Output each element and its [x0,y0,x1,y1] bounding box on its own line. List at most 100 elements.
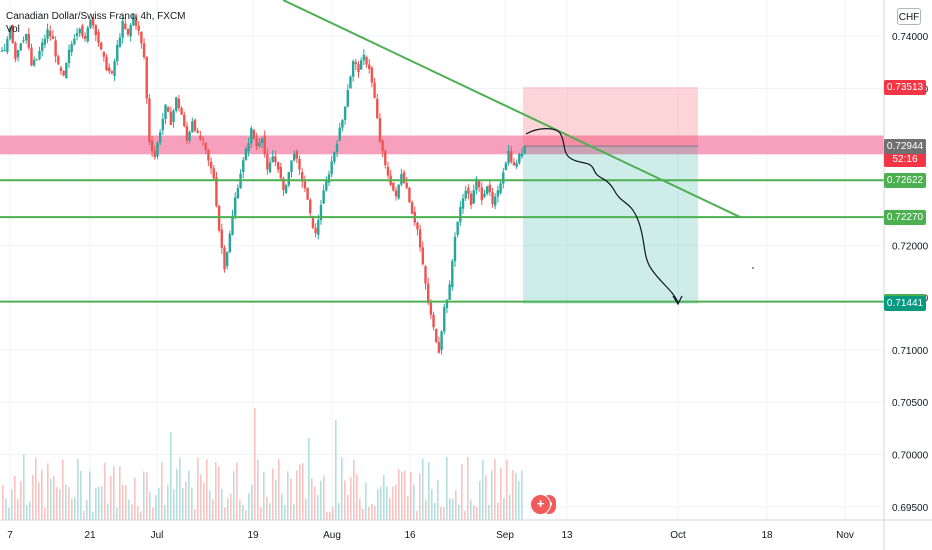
volume-bar [338,502,340,520]
candle-body [27,34,31,48]
volume-bar [308,437,310,520]
volume-bar [65,484,67,520]
candle-body [30,47,33,66]
currency-unit-button[interactable]: CHF [897,8,921,25]
candle-body [496,190,500,197]
volume-bar [446,456,448,520]
x-tick-label: 19 [247,530,259,541]
candle-body [266,153,269,170]
candle-body [483,193,486,198]
volume-bar [179,457,181,520]
candle-body [8,27,12,39]
chart-legend: Canadian Dollar/Swiss Franc, 4h, FXCM Vo… [6,10,186,36]
candle-body [75,33,79,37]
candle-body [158,132,162,143]
candle-body [507,150,510,164]
candle-body [16,50,20,58]
volume-bar [506,459,508,520]
candle-body [78,28,81,34]
candle-body [405,182,408,188]
volume-bars [2,408,523,520]
trend-line [282,0,741,218]
candle-body [35,59,39,61]
volume-bar [152,507,154,520]
volume-bar [53,476,55,520]
volume-bar [371,504,373,520]
volume-bar [413,484,415,520]
volume-bar [317,495,319,520]
volume-bar [236,462,238,520]
volume-bar [380,486,382,520]
price-badge: 0.72944 [884,139,926,155]
volume-bar [23,454,25,520]
candle-body [231,215,234,235]
volume-bar [38,481,40,520]
candle-body [435,328,438,343]
volume-bar [143,471,145,520]
candle-body [233,197,237,216]
candle-body [448,284,451,300]
volume-bar [182,487,184,520]
volume-bar [131,504,133,520]
candle-body [258,142,261,146]
candle-body [311,216,315,228]
candle-body [201,139,205,141]
candle-body [338,127,341,141]
candle-body [346,90,349,107]
candle-body [467,187,470,194]
volume-bar [392,486,394,520]
volume-bar [488,504,490,520]
volume-bar [14,475,16,520]
volume-bar [482,459,484,520]
candle-body [298,158,301,170]
volume-bar [341,457,343,520]
volume-bar [287,471,289,520]
candle-body [199,135,202,140]
volume-bar [326,511,328,520]
candle-body [142,43,146,58]
candle-body [24,33,28,41]
candle-body [520,153,524,157]
candle-body [54,40,57,57]
candle-body [459,206,462,222]
x-tick-label: Nov [836,530,854,541]
candle-body [357,64,360,73]
candle-body [185,125,189,141]
candle-body [440,331,443,350]
volume-bar [62,459,64,520]
x-tick-label: Jul [151,530,164,541]
volume-bar [83,510,85,520]
candle-body [41,42,44,51]
candle-body [150,140,154,152]
volume-bar [491,470,493,520]
volume-bar [185,481,187,520]
volume-bar [245,510,247,520]
volume-bar [512,470,514,520]
volume-bar [128,499,130,520]
candle-body [110,71,114,74]
volume-bar [167,484,169,520]
candle-body [325,181,328,191]
events-badge-icon[interactable]: + [530,494,557,515]
x-tick-label: 13 [561,530,573,541]
volume-bar [500,468,502,520]
volume-bar [362,508,364,520]
volume-bar [74,497,76,520]
candle-body [461,198,465,209]
volume-bar [20,481,22,520]
projection-arrow-head [672,295,683,306]
candle-body [89,19,92,28]
volume-bar [305,498,307,520]
drawing-tools[interactable] [0,0,884,306]
candle-body [303,181,307,189]
volume-bar [344,480,346,520]
volume-bar [290,478,292,520]
volume-bar [86,500,88,520]
volume-bar [215,462,217,520]
volume-bar [11,489,13,520]
volume-bar [434,502,436,520]
candle-body [351,61,355,77]
volume-bar [161,462,163,520]
candle-body [217,205,221,231]
